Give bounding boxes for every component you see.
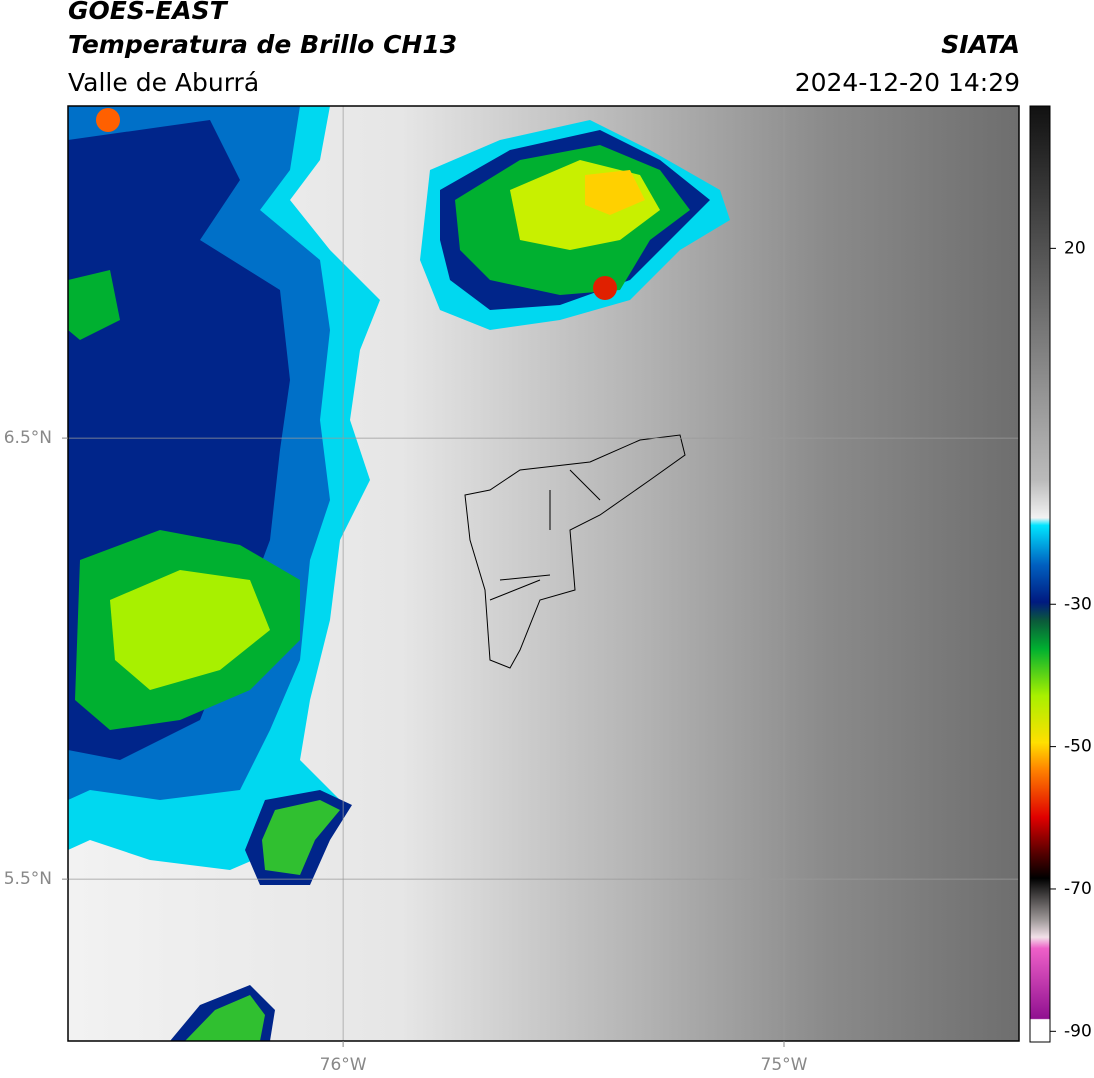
lat-label: 6.5°N: [4, 428, 52, 448]
colorbar-label: 20: [1064, 238, 1086, 258]
colorbar-label: -30: [1064, 594, 1092, 614]
lat-label: 5.5°N: [4, 869, 52, 889]
subtitle: Temperatura de Brillo CH13: [68, 30, 457, 59]
colorbar: [1029, 105, 1051, 1043]
title: GOES-EAST: [68, 0, 229, 25]
graticule: [68, 106, 1019, 1041]
colorbar-label: -50: [1064, 737, 1092, 757]
colorbar-label: -70: [1064, 879, 1092, 899]
region: Valle de Aburrá: [68, 68, 259, 97]
source: SIATA: [941, 30, 1020, 59]
colorbar-label: -90: [1064, 1021, 1092, 1041]
map-frame: [67, 105, 1020, 1042]
timestamp: 2024-12-20 14:29: [795, 68, 1020, 97]
satellite-image: [68, 106, 1019, 1041]
lon-label: 76°W: [320, 1055, 367, 1075]
lon-label: 75°W: [761, 1055, 808, 1075]
